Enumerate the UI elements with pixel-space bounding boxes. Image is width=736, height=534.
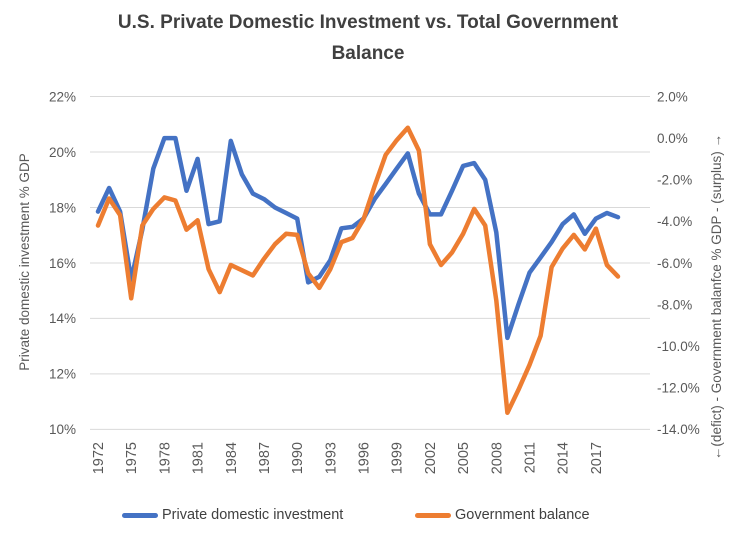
left-axis-tick-label: 10% [49, 422, 76, 437]
legend-item-private-domestic-investment: Private domestic investment [122, 506, 343, 524]
axis-tick-labels: 22% 20% 18% 16% 14% 12% 10% 2.0% 0.0% -2.0% -4.0% -… [49, 89, 700, 474]
right-axis-tick-label: -2.0% [657, 173, 692, 188]
x-axis-tick-label: 1978 [157, 442, 173, 474]
x-axis-tick-label: 2002 [423, 442, 439, 474]
chart-title: U.S. Private Domestic Investment vs. Tot… [0, 7, 736, 69]
right-axis-tick-label: 2.0% [657, 89, 688, 104]
right-axis-title: ←(defict) - Government balanfce % GDP - … [709, 134, 724, 460]
left-axis-tick-label: 18% [49, 200, 76, 215]
x-axis-tick-label: 1984 [224, 442, 240, 474]
x-axis-tick-label: 1996 [357, 442, 373, 474]
right-axis-tick-label: -8.0% [657, 297, 692, 312]
left-axis-title: Private domestic investment % GDP [17, 153, 32, 371]
right-axis-tick-label: -12.0% [657, 381, 700, 396]
x-axis-tick-label: 2008 [489, 442, 505, 474]
legend-label-government-balance: Government balance [455, 507, 590, 523]
chart-title-line1: U.S. Private Domestic Investment vs. Tot… [117, 12, 619, 33]
gridlines [90, 96, 650, 430]
right-axis-tick-label: -10.0% [657, 339, 700, 354]
x-axis-tick-label: 1981 [191, 442, 207, 474]
legend-swatch-investment-line [122, 512, 158, 518]
left-axis-tick-label: 20% [49, 145, 76, 160]
series-lines [95, 125, 621, 416]
legend-label-private-domestic-investment: Private domestic investment [162, 507, 344, 523]
x-axis-tick-label: 1987 [257, 442, 273, 474]
left-axis-tick-label: 22% [49, 89, 76, 104]
legend-item-government-balance: Government balance [415, 506, 590, 524]
x-axis-tick-label: 1972 [91, 442, 107, 474]
x-axis-tick-label: 1999 [390, 442, 406, 474]
right-axis-tick-label: 0.0% [657, 131, 688, 146]
right-axis-tick-label: -4.0% [657, 214, 692, 229]
x-axis-tick-label: 1990 [290, 442, 306, 474]
x-axis-tick-label: 1975 [124, 442, 140, 474]
series-line-government-balance [95, 125, 621, 416]
x-axis-tick-label: 2011 [522, 442, 538, 473]
series-line-private-domestic-investment [95, 135, 621, 341]
legend-swatch-government-line [415, 512, 451, 518]
chart-title-line2: Balance [331, 43, 405, 64]
x-axis-tick-label: 1993 [323, 442, 339, 474]
left-axis-tick-label: 12% [49, 367, 76, 382]
right-axis-tick-label: -6.0% [657, 256, 692, 271]
right-axis-tick-label: -14.0% [657, 422, 700, 437]
x-axis-tick-label: 2014 [556, 442, 572, 474]
left-axis-tick-label: 16% [49, 256, 76, 271]
x-axis-tick-label: 2017 [589, 442, 605, 474]
left-axis-tick-label: 14% [49, 311, 76, 326]
x-axis-tick-label: 2005 [456, 442, 472, 474]
